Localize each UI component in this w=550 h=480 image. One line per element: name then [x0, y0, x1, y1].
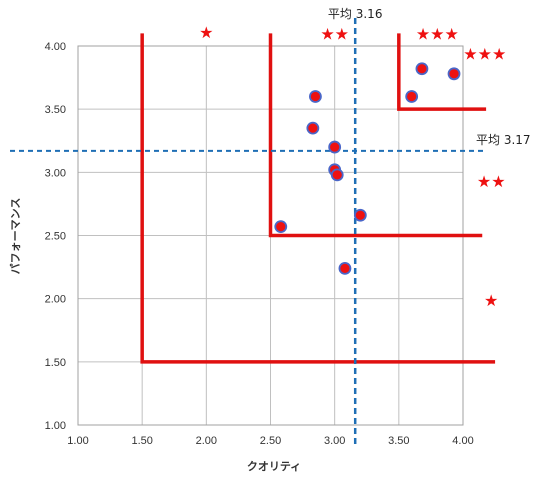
y-tick-label: 1.50 [45, 357, 66, 369]
star-rating-label: ★★ [320, 24, 349, 43]
data-point [447, 67, 461, 81]
x-tick-label: 3.00 [324, 435, 345, 447]
tier-boundary-line [140, 33, 496, 364]
data-point [309, 90, 322, 103]
data-points [274, 62, 461, 275]
y-tick-label: 3.50 [45, 104, 66, 116]
tier-boundary-line [268, 33, 483, 238]
star-rating-label: ★★★ [416, 24, 459, 43]
x-tick-label: 1.50 [131, 435, 152, 447]
tick-labels: 1.00 1.50 2.00 2.50 3.00 3.50 4.00 1.00 1.50 2.00… [45, 41, 474, 447]
star-rating-label: ★★ [477, 172, 506, 191]
x-tick-label: 1.00 [67, 435, 88, 447]
data-point [274, 220, 288, 234]
data-point [306, 121, 320, 135]
y-tick-label: 4.00 [45, 41, 66, 53]
tier-lines [140, 33, 496, 364]
x-tick-label: 2.00 [196, 435, 217, 447]
mean-lines [10, 18, 487, 447]
data-point [330, 168, 344, 182]
data-point [328, 140, 342, 154]
star-rating-label: ★ [484, 291, 498, 310]
star-rating-label: ★★★ [463, 45, 506, 64]
y-tick-label: 2.50 [45, 231, 66, 243]
y-tick-label: 2.00 [45, 294, 66, 306]
x-tick-label: 2.50 [260, 435, 281, 447]
data-point [405, 90, 419, 103]
data-point [415, 62, 429, 76]
star-labels: ★ ★★ ★★★★★★★★★ [199, 23, 506, 310]
x-axis-label: クオリティ [247, 460, 301, 473]
y-axis-label: パフォーマンス [9, 198, 22, 275]
y-tick-label: 3.00 [45, 167, 66, 179]
data-point [338, 261, 352, 275]
data-point [353, 208, 367, 222]
tier-boundary-line [397, 33, 487, 111]
mean-x-label: 平均 3.16 [328, 7, 383, 21]
mean-y-label: 平均 3.17 [476, 133, 531, 147]
x-tick-label: 3.50 [388, 435, 409, 447]
x-tick-label: 4.00 [452, 435, 473, 447]
y-tick-label: 1.00 [45, 420, 66, 432]
star-rating-label: ★ [199, 23, 213, 42]
